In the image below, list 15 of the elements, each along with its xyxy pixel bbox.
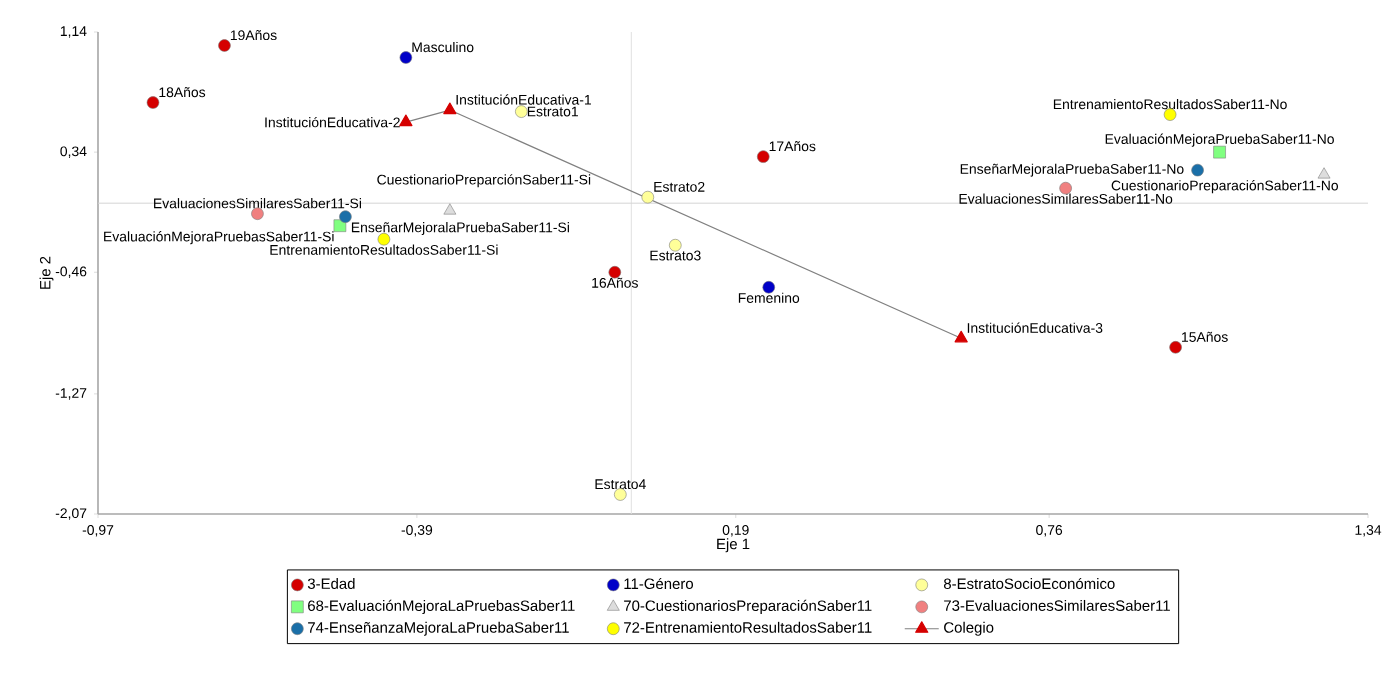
point — [1191, 163, 1204, 177]
point — [443, 102, 457, 115]
point — [399, 51, 413, 64]
point — [641, 190, 655, 204]
point — [954, 330, 968, 343]
point — [1169, 341, 1182, 354]
point — [614, 488, 627, 501]
point — [339, 210, 352, 223]
point — [756, 150, 770, 163]
point — [443, 203, 457, 215]
point — [399, 114, 413, 127]
point — [218, 39, 231, 52]
point — [515, 105, 528, 118]
point — [146, 96, 160, 109]
point — [1317, 167, 1331, 179]
